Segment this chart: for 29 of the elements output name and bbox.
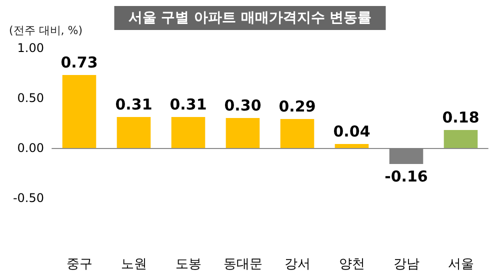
- bar: [334, 144, 369, 148]
- data-label: 0.30: [224, 96, 262, 114]
- x-tick-label: 강남: [393, 257, 420, 271]
- x-tick-label: 중구: [66, 257, 92, 271]
- x-tick-label: 서울: [448, 257, 474, 271]
- bar: [444, 130, 478, 148]
- x-tick-label: 강서: [284, 257, 310, 271]
- y-axis-title: (전주 대비, %): [9, 24, 83, 37]
- data-label: 0.73: [60, 54, 98, 72]
- data-label: -0.16: [384, 168, 428, 186]
- x-tick-label: 노원: [120, 257, 147, 271]
- x-tick-label: 도봉: [175, 257, 202, 271]
- y-tick-label: -0.50: [12, 191, 44, 205]
- bar: [171, 117, 206, 148]
- data-label: 0.29: [278, 98, 316, 116]
- bar: [62, 75, 96, 148]
- data-label: 0.04: [333, 122, 370, 140]
- data-label: 0.31: [170, 96, 207, 114]
- chart-title: 서울 구별 아파트 매매가격지수 변동률: [128, 10, 372, 26]
- x-tick-label: 동대문: [223, 257, 262, 271]
- data-label: 0.18: [442, 108, 480, 126]
- y-tick-label: 0.50: [17, 91, 44, 105]
- bar: [116, 117, 151, 148]
- y-tick-label: 1.00: [17, 41, 44, 55]
- x-tick-label: 양천: [338, 257, 365, 271]
- y-tick-label: 0.00: [17, 141, 44, 155]
- bar: [280, 119, 314, 148]
- bar: [226, 118, 260, 148]
- data-label: 0.31: [115, 96, 152, 114]
